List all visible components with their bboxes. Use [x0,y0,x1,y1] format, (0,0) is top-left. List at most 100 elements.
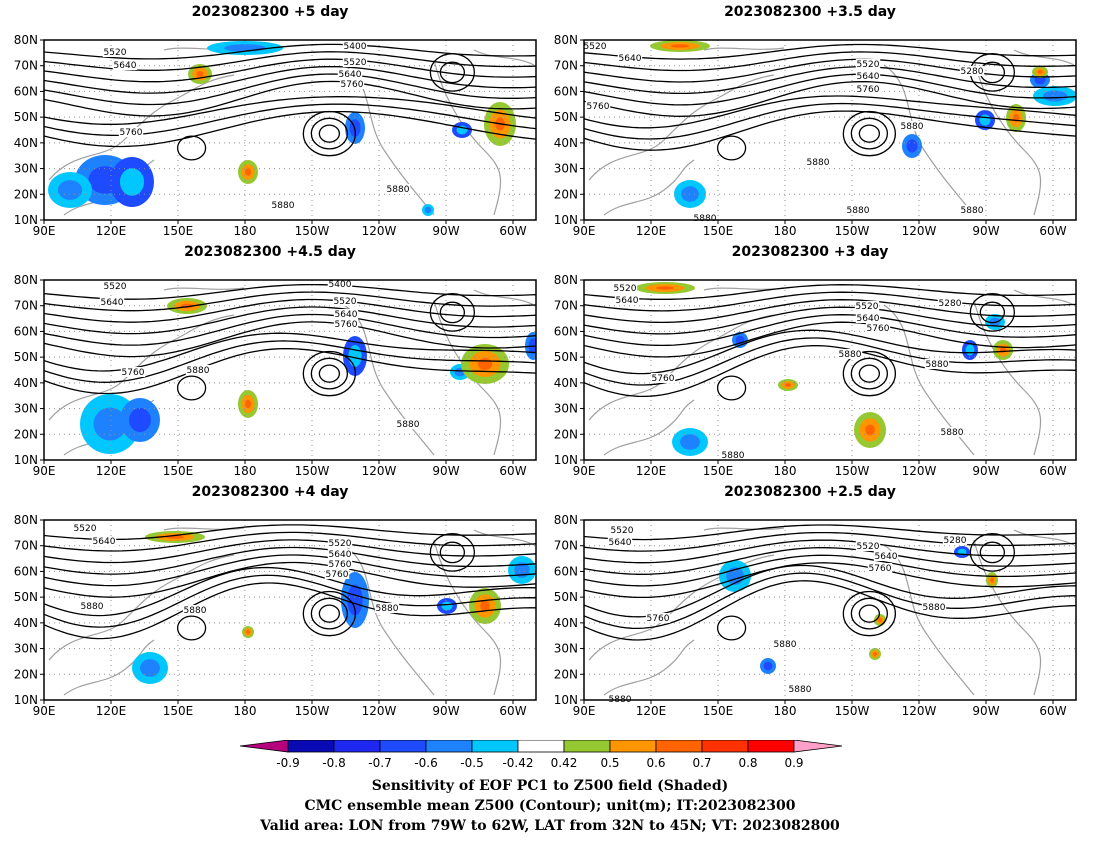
contour-label: 5880 [901,122,924,132]
panel-plus4-5: 2023082300 +4.5 day 5520 5640 5400 5520 5640… [0,244,540,484]
positive-sensitivity-peak [865,424,875,436]
lon-label: 150W [295,704,330,718]
lat-label: 70N [554,59,578,73]
contour-label: 5520 [614,284,637,294]
panel-plus3-5: 2023082300 +3.5 day 5520 5640 5760 5520 5640… [540,4,1080,244]
map-content [584,40,1076,220]
map-content [584,280,1076,460]
lon-label: 90W [972,704,999,718]
contour-label: 5520 [104,282,127,292]
contour-label: 5880 [187,366,210,376]
contour-label-bg [99,297,125,307]
colorbar-tick-label: -0.9 [276,756,300,770]
colorbar-tick-label: -0.7 [368,756,392,770]
lat-label: 20N [14,187,38,201]
contour-label: 5760 [867,324,890,334]
map-content [44,520,536,700]
lon-label: 90W [972,464,999,478]
panel-title: 2023082300 +5 day [191,4,349,20]
closed-contour [969,533,1016,572]
contour-label-bg [805,157,831,167]
negative-sensitivity-core [347,584,363,616]
contour-label-bg [921,602,947,612]
closed-contour [842,590,897,637]
closed-contour [842,350,897,397]
negative-sensitivity-core [129,407,151,433]
positive-sensitivity-peak [246,630,250,634]
z500-contours [44,524,536,641]
closed-contour [858,124,881,143]
contour-label-bg [327,559,353,569]
contour-label: 5280 [944,536,967,546]
contour-label: 5520 [104,48,127,58]
caption-line-1: Sensitivity of EOF PC1 to Z500 field (Sh… [371,778,729,794]
contour-label: 5400 [344,42,367,52]
closed-contour [429,533,476,572]
caption-line-2: CMC ensemble mean Z500 (Contour); unit(m… [304,798,796,814]
contour-label-bg [112,60,138,70]
lat-label: 40N [554,616,578,630]
colorbar-tick-label: 0.6 [646,756,666,770]
map-content [44,40,536,220]
lat-label: 30N [14,162,38,176]
lon-label: 180 [774,464,797,478]
contour-label-bg [342,41,368,51]
lat-label: 60N [14,564,38,578]
contour-label-bg [772,639,798,649]
contour-label-bg [327,549,353,559]
contour-label: 5880 [839,350,862,360]
contour-label: 5760 [326,570,349,580]
z500-contours [584,43,1076,161]
lat-label: 50N [14,110,38,124]
lat-label: 10N [554,213,578,227]
contour-label-bg [609,525,635,535]
colorbar-tick-label: -0.5 [460,756,484,770]
contour-label: 5520 [74,524,97,534]
contour-label: 5520 [584,42,607,52]
contour-label-bg [873,551,899,561]
contour-label: 5520 [857,542,880,552]
lat-label: 30N [554,162,578,176]
contour-label-bg [374,603,400,613]
contour-label-bg [270,200,296,210]
lat-label: 20N [554,667,578,681]
contour-label: 5760 [869,564,892,574]
contour-label: 5640 [101,298,124,308]
negative-sensitivity-core [1042,90,1068,102]
positive-sensitivity-peak [878,618,882,622]
lon-label: 90W [432,224,459,238]
contour-label: 5880 [926,360,949,370]
positive-sensitivity-peak [785,383,791,387]
contour-label-bg [337,69,363,79]
lat-label: 10N [554,693,578,707]
lat-label: 80N [554,513,578,527]
contour-label-bg [182,605,208,615]
closed-contour [176,135,207,161]
map-frame [43,279,537,461]
lat-label: 80N [14,33,38,47]
contour-label: 5640 [335,310,358,320]
contour-label-bg [899,121,925,131]
lon-label: 120E [96,464,127,478]
colorbar-swatches [240,740,843,753]
contour-label: 5280 [939,299,962,309]
map-frame [583,39,1077,221]
contour-label: 5880 [941,428,964,438]
lat-label: 10N [14,693,38,707]
negative-sensitivity-core [424,206,432,214]
contour-label: 5880 [847,206,870,216]
lon-label: 120E [96,224,127,238]
lon-label: 120W [362,224,397,238]
caption-line-3: Valid area: LON from 79W to 62W, LAT fro… [260,818,840,834]
contour-label: 5400 [329,280,352,290]
contour-label: 5640 [114,61,137,71]
negative-sensitivity-core [965,344,975,356]
panel-plus3: 2023082300 +3 day 5520 5640 5520 5640 5760 52… [540,244,1080,484]
contour-label: 5520 [611,526,634,536]
contour-label-bg [120,367,146,377]
contour-label-bg [102,47,128,57]
contour-label-bg [959,66,985,76]
lon-label: 180 [774,224,797,238]
closed-contour [850,357,889,390]
